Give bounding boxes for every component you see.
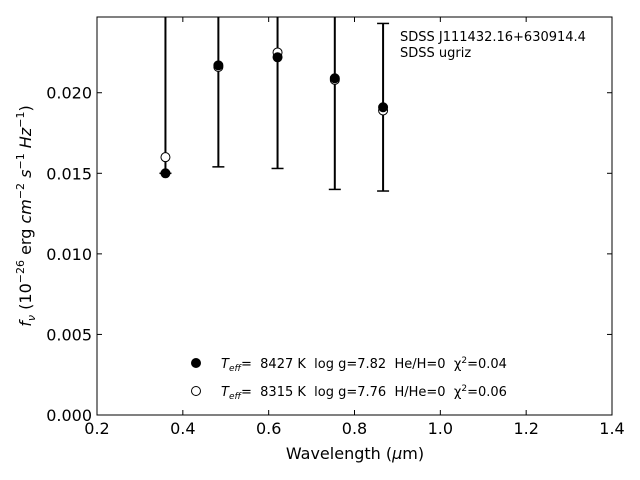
plot-frame xyxy=(96,16,613,416)
x-axis-title: Wavelength (μm) xyxy=(286,444,424,463)
y-tick-label: 0.015 xyxy=(46,164,92,183)
filter-set-annotation: SDSS ugriz xyxy=(400,46,471,61)
x-tick-label: 1.0 xyxy=(428,419,453,438)
model-point-filled xyxy=(272,52,283,63)
x-tick-label: 1.2 xyxy=(513,419,538,438)
legend-marker-filled xyxy=(191,358,201,368)
object-name-annotation: SDSS J111432.16+630914.4 xyxy=(400,30,586,45)
legend-marker-open xyxy=(191,386,201,396)
x-tick-label: 0.4 xyxy=(170,419,195,438)
model-point-filled xyxy=(160,168,171,179)
model-point-filled xyxy=(378,102,389,113)
x-tick-label: 0.6 xyxy=(256,419,281,438)
y-tick-label: 0.010 xyxy=(46,245,92,264)
legend-entry-1: Teff= 8427 K log g=7.82 He/H=0 χ2=0.04 xyxy=(221,356,507,374)
x-tick-label: 1.4 xyxy=(599,419,624,438)
y-tick-label: 0.005 xyxy=(46,325,92,344)
legend: Teff= 8427 K log g=7.82 He/H=0 χ2=0.04 T… xyxy=(191,356,507,402)
x-tick-label: 0.8 xyxy=(342,419,367,438)
legend-entry-2: Teff= 8315 K log g=7.76 H/He=0 χ2=0.06 xyxy=(221,384,507,402)
x-tick-label: 0.2 xyxy=(84,419,109,438)
model-point-filled xyxy=(213,60,224,71)
y-tick-label: 0.000 xyxy=(46,406,92,425)
y-tick-label: 0.020 xyxy=(46,84,92,103)
model-point-open xyxy=(160,152,171,163)
data-points xyxy=(160,47,389,179)
model-point-filled xyxy=(329,73,340,84)
y-axis-title: fν (10−26 erg cm−2 s−1 Hz−1) xyxy=(14,105,38,326)
plot-area xyxy=(97,17,612,415)
